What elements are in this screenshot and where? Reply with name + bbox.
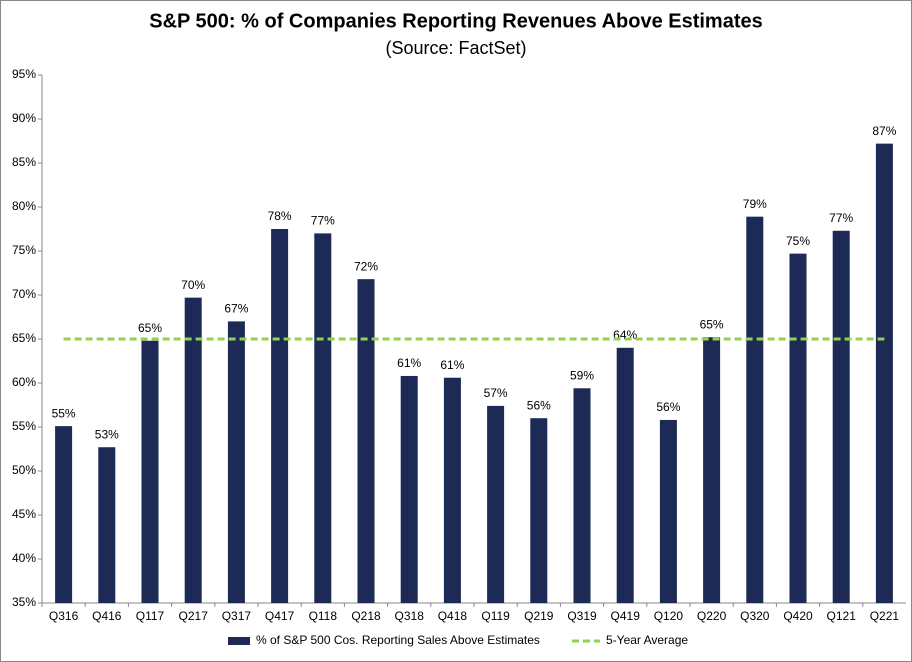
- legend-swatch: [228, 637, 250, 645]
- x-tick-label: Q319: [567, 609, 597, 623]
- data-label: 70%: [181, 278, 205, 292]
- x-tick-label: Q121: [827, 609, 857, 623]
- chart-title: S&P 500: % of Companies Reporting Revenu…: [149, 10, 763, 32]
- x-tick-label: Q419: [611, 609, 641, 623]
- x-tick-label: Q318: [395, 609, 425, 623]
- x-tick-label: Q220: [697, 609, 727, 623]
- data-label: 67%: [224, 302, 248, 316]
- bar: [746, 216, 764, 603]
- bar: [573, 388, 591, 603]
- legend-label: 5-Year Average: [606, 633, 688, 647]
- data-label: 61%: [397, 356, 421, 370]
- data-label: 78%: [268, 209, 292, 223]
- y-tick-label: 40%: [12, 551, 36, 565]
- data-label: 56%: [527, 398, 551, 412]
- bar: [141, 340, 159, 603]
- chart-subtitle: (Source: FactSet): [385, 38, 526, 58]
- x-tick-label: Q218: [351, 609, 381, 623]
- x-tick-label: Q120: [654, 609, 684, 623]
- x-tick-label: Q118: [309, 609, 338, 623]
- x-tick-label: Q316: [49, 609, 79, 623]
- data-label: 55%: [52, 406, 76, 420]
- y-tick-label: 80%: [12, 199, 36, 213]
- x-tick-label: Q119: [481, 609, 510, 623]
- bar: [659, 419, 677, 603]
- y-tick-label: 60%: [12, 375, 36, 389]
- bar: [789, 253, 807, 603]
- bar: [487, 405, 505, 603]
- x-tick-label: Q417: [265, 609, 295, 623]
- bar: [271, 229, 289, 603]
- y-tick-label: 70%: [12, 287, 36, 301]
- y-tick-label: 45%: [12, 507, 36, 521]
- x-tick-label: Q317: [222, 609, 252, 623]
- data-label: 65%: [138, 321, 162, 335]
- x-tick-label: Q320: [740, 609, 770, 623]
- y-tick-label: 95%: [12, 67, 36, 81]
- bar: [616, 347, 634, 603]
- bar: [227, 321, 245, 603]
- legend-label: % of S&P 500 Cos. Reporting Sales Above …: [256, 633, 540, 647]
- y-tick-label: 50%: [12, 463, 36, 477]
- data-label: 57%: [484, 386, 508, 400]
- bar: [98, 447, 116, 603]
- data-label: 56%: [656, 400, 680, 414]
- data-label: 87%: [872, 124, 896, 138]
- x-tick-label: Q221: [870, 609, 900, 623]
- x-tick-label: Q219: [524, 609, 554, 623]
- bar: [875, 143, 893, 603]
- y-tick-label: 75%: [12, 243, 36, 257]
- data-label: 59%: [570, 368, 594, 382]
- data-label: 53%: [95, 427, 119, 441]
- y-tick-label: 35%: [12, 595, 36, 609]
- bar: [400, 375, 418, 603]
- y-tick-label: 85%: [12, 155, 36, 169]
- data-label: 75%: [786, 234, 810, 248]
- x-tick-label: Q420: [783, 609, 813, 623]
- bar: [530, 418, 548, 603]
- bar: [443, 377, 461, 603]
- y-tick-label: 65%: [12, 331, 36, 345]
- data-label: 77%: [829, 211, 853, 225]
- x-tick-label: Q217: [179, 609, 209, 623]
- y-tick-label: 55%: [12, 419, 36, 433]
- y-tick-label: 90%: [12, 111, 36, 125]
- data-label: 65%: [700, 317, 724, 331]
- x-tick-label: Q117: [136, 609, 165, 623]
- bar: [703, 337, 721, 603]
- bar: [184, 297, 202, 603]
- bar: [314, 233, 332, 603]
- bar: [55, 426, 73, 603]
- x-tick-label: Q418: [438, 609, 468, 623]
- data-label: 61%: [440, 358, 464, 372]
- data-label: 72%: [354, 259, 378, 273]
- data-label: 77%: [311, 214, 335, 228]
- x-tick-label: Q416: [92, 609, 122, 623]
- bar: [357, 279, 375, 603]
- bar: [832, 230, 850, 603]
- data-label: 79%: [743, 197, 767, 211]
